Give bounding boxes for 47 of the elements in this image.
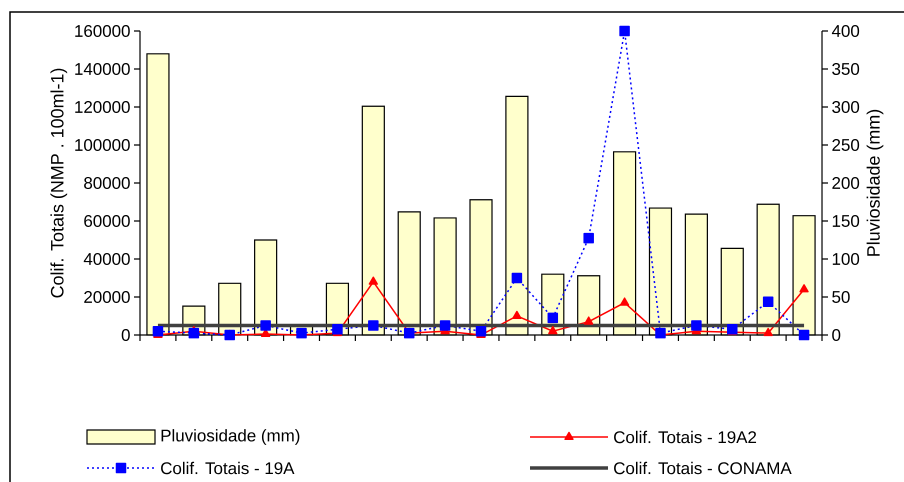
point xyxy=(620,297,630,306)
y2-tick-label: 300 xyxy=(832,101,860,113)
y2-tick-label: 350 xyxy=(832,63,860,75)
point xyxy=(476,326,486,336)
point xyxy=(727,324,738,335)
y-tick-label: 80000 xyxy=(84,177,130,189)
point xyxy=(512,310,522,319)
point xyxy=(440,320,450,331)
point xyxy=(368,320,379,331)
legend-label: Colif. Totais - 19A xyxy=(161,462,294,474)
point xyxy=(152,326,164,336)
point xyxy=(548,326,558,334)
y-tick-label: 20000 xyxy=(84,291,130,303)
y2-tick-label: 50 xyxy=(832,291,850,303)
point xyxy=(512,272,522,284)
point xyxy=(691,320,702,331)
point xyxy=(619,26,630,36)
point xyxy=(762,296,774,307)
point xyxy=(368,276,378,285)
y-tick-label: 160000 xyxy=(75,24,130,37)
point xyxy=(764,328,773,336)
y-tick-label: 100000 xyxy=(75,139,130,151)
point xyxy=(583,232,594,244)
y2-tick-label: 0 xyxy=(832,329,840,341)
y-tick-label: 60000 xyxy=(84,215,130,227)
legend-label: Colif. Totais - CONAMA xyxy=(614,462,792,474)
point xyxy=(584,316,594,325)
point xyxy=(799,284,809,292)
y2-tick-label: 100 xyxy=(832,253,860,265)
point xyxy=(260,320,271,331)
point xyxy=(798,330,810,340)
y2-tick-label: 150 xyxy=(832,215,860,227)
y2-tick-label: 250 xyxy=(832,139,860,151)
y2-tick-label: 200 xyxy=(832,177,860,189)
y2-axis-title: Pluviosidade (mm) xyxy=(866,110,884,256)
point xyxy=(224,330,235,340)
y-tick-label: 120000 xyxy=(75,101,130,113)
point xyxy=(332,324,343,335)
legend-label: Colif. Totais - 19A2 xyxy=(614,430,756,444)
y-tick-label: 40000 xyxy=(84,253,130,265)
y-tick-label: 0 xyxy=(122,329,130,341)
y-axis-title: Colif. Totais (NMP . 100ml-1) xyxy=(50,68,68,298)
y-tick-label: 140000 xyxy=(75,63,130,75)
y2-tick-label: 400 xyxy=(832,24,860,37)
point xyxy=(188,328,200,338)
point xyxy=(548,312,558,324)
legend-label: Pluviosidade (mm) xyxy=(162,429,300,445)
